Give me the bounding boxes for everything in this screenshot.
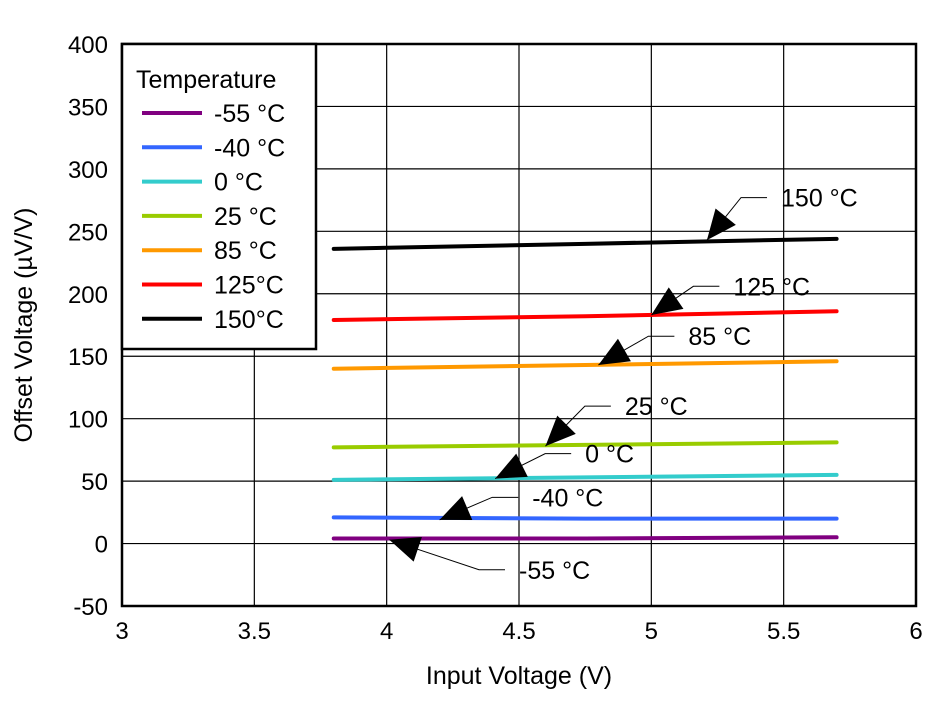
legend-entry: 25 °C xyxy=(214,203,277,231)
y-tick-label: 350 xyxy=(68,94,108,121)
annotation-arrowhead xyxy=(706,208,736,241)
x-tick-label: 5 xyxy=(645,618,658,645)
x-tick-label: 4 xyxy=(380,618,393,645)
y-tick-label: 50 xyxy=(81,469,108,496)
annotation-arrowhead xyxy=(598,338,631,365)
legend-title: Temperature xyxy=(136,66,276,94)
legend: Temperature -55 °C -40 °C 0 °C 25 °C 85 °C 125… xyxy=(120,42,318,351)
y-tick-label: 100 xyxy=(68,407,108,434)
x-tick-label: 3.5 xyxy=(238,618,271,645)
annotation-leader xyxy=(389,539,505,571)
annotation-arrowhead xyxy=(651,287,684,316)
legend-entry: 0 °C xyxy=(214,169,263,197)
series-line xyxy=(331,515,839,521)
annotations: 150 °C 125 °C 85 °C 25 °C 0 °C -40 °C -55 °C xyxy=(389,185,858,585)
x-axis-label: Input Voltage (V) xyxy=(426,662,612,690)
annotation-label: 85 °C xyxy=(688,323,751,351)
annotation-arrowhead xyxy=(545,415,576,447)
legend-entry: -55 °C xyxy=(214,100,285,128)
series-line xyxy=(331,472,839,482)
annotation-label: -40 °C xyxy=(532,484,603,512)
x-tick-label: 3 xyxy=(115,618,128,645)
x-tick-label: 6 xyxy=(909,618,922,645)
legend-entry: 85 °C xyxy=(214,237,277,265)
y-tick-label: -50 xyxy=(73,594,108,621)
annotation-arrowhead xyxy=(495,453,528,479)
y-tick-label: 0 xyxy=(95,532,108,559)
tick-labels: 3 3.5 4 4.5 5 5.5 6 -50 0 50 100 150 200 250 300 350 400 xyxy=(68,32,923,645)
legend-entry: -40 °C xyxy=(214,134,285,162)
legend-entry: 150°C xyxy=(214,306,284,334)
y-tick-label: 150 xyxy=(68,344,108,371)
y-tick-label: 400 xyxy=(68,32,108,59)
y-tick-label: 250 xyxy=(68,219,108,246)
y-axis-label: Offset Voltage (µV/V) xyxy=(10,208,38,443)
annotation-arrowhead xyxy=(389,536,422,562)
annotation-arrowhead xyxy=(439,496,473,520)
annotation-label: 150 °C xyxy=(781,185,858,213)
series-line xyxy=(331,359,839,371)
series-line xyxy=(331,236,839,251)
legend-box xyxy=(120,42,318,351)
x-tick-label: 5.5 xyxy=(767,618,800,645)
x-tick-label: 4.5 xyxy=(502,618,535,645)
series-line xyxy=(331,440,839,450)
annotation-label: 125 °C xyxy=(733,273,810,301)
y-tick-label: 300 xyxy=(68,157,108,184)
series-lines xyxy=(331,236,839,541)
legend-entry: 125°C xyxy=(214,272,284,300)
annotation-label: -55 °C xyxy=(519,557,590,585)
series-line xyxy=(331,309,839,323)
annotation-label: 0 °C xyxy=(585,441,634,469)
annotation-label: 25 °C xyxy=(625,393,688,421)
y-tick-label: 200 xyxy=(68,282,108,309)
